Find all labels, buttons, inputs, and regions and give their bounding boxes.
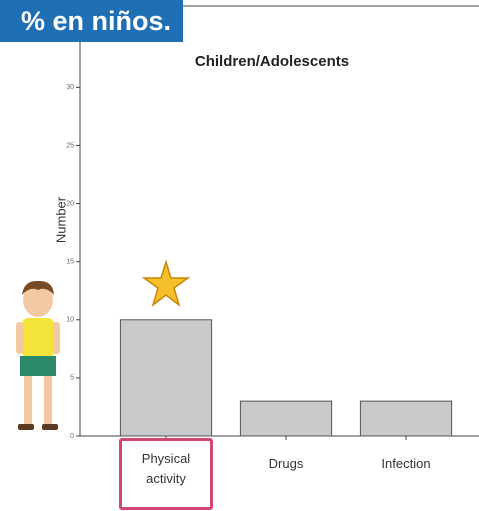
x-tick-label: Physical activity	[119, 438, 213, 510]
y-tick-label: 0	[70, 433, 74, 440]
chart: Children/Adolescents Number 051015202530	[0, 0, 479, 511]
bar	[360, 401, 451, 436]
y-tick-label: 20	[66, 200, 74, 207]
y-tick-label: 15	[66, 259, 74, 266]
y-tick-label: 10	[66, 317, 74, 324]
y-tick-label: 25	[66, 142, 74, 149]
chart-title: Children/Adolescents	[195, 53, 349, 70]
page: Children/Adolescents Number 051015202530…	[0, 0, 479, 511]
banner: % en niños.	[0, 0, 183, 42]
bar	[240, 401, 331, 436]
y-tick-label: 5	[70, 375, 74, 382]
y-tick-label: 30	[66, 84, 74, 91]
x-tick-label: Drugs	[246, 454, 326, 474]
bar	[120, 320, 211, 436]
x-tick-label: Infection	[366, 454, 446, 474]
star-icon	[144, 262, 188, 305]
child-illustration	[16, 281, 60, 430]
